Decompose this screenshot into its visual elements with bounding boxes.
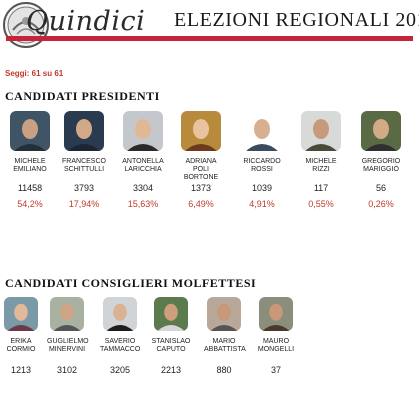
councillors-section-title: CANDIDATI CONSIGLIERI MOLFETTESI xyxy=(5,276,257,290)
candidate-first-name: ANTONELLA xyxy=(122,158,164,165)
candidate-last-name: LARICCHIA xyxy=(124,166,162,173)
candidate-last-name: ABBATTISTA xyxy=(204,346,246,353)
president-card: MICHELE RIZZI 117 0,55% xyxy=(292,111,350,209)
candidate-first-name: ERIKA xyxy=(10,338,32,345)
candidate-photo xyxy=(301,111,341,151)
candidate-votes: 3304 xyxy=(132,183,154,193)
header-divider xyxy=(6,36,413,41)
councillor-card: MAURO MONGELLI 37 xyxy=(256,297,296,375)
candidate-percent: 15,63% xyxy=(127,199,159,209)
candidate-photo xyxy=(207,297,241,331)
candidate-first-name: GUGLIELMO xyxy=(47,338,89,345)
page-title: ELEZIONI REGIONALI 2015 xyxy=(174,9,419,31)
candidate-percent: 6,49% xyxy=(188,199,214,209)
candidate-first-name: STANISLAO xyxy=(151,338,191,345)
president-card: MICHELE EMILIANO 11458 54,2% xyxy=(1,111,59,209)
candidate-last-name-extra: BORTONE xyxy=(183,174,219,181)
councillor-card: STANISLAO CAPUTO 2213 xyxy=(151,297,191,375)
candidate-last-name: TAMMACCO xyxy=(100,346,141,353)
candidate-votes: 11458 xyxy=(17,183,43,193)
candidate-first-name: FRANCESCO xyxy=(62,158,106,165)
councillor-card: MARIO ABBATTISTA 880 xyxy=(204,297,246,375)
candidate-name: MAURO MONGELLI xyxy=(256,338,296,354)
candidate-name: MICHELE EMILIANO xyxy=(1,158,59,174)
candidate-votes: 2213 xyxy=(160,365,182,375)
candidate-first-name: GREGORIO xyxy=(361,158,401,165)
candidate-photo xyxy=(10,111,50,151)
candidate-photo xyxy=(154,297,188,331)
candidate-photo xyxy=(242,111,282,151)
candidate-name: GUGLIELMO MINERVINI xyxy=(47,338,89,354)
candidate-percent: 4,91% xyxy=(249,199,275,209)
candidate-votes: 3205 xyxy=(109,365,131,375)
candidate-percent: 54,2% xyxy=(17,199,43,209)
candidate-name: STANISLAO CAPUTO xyxy=(151,338,191,354)
president-card: ANTONELLA LARICCHIA 3304 15,63% xyxy=(114,111,172,209)
candidate-name: ERIKA CORMIO xyxy=(1,338,41,354)
president-card: RICCARDO ROSSI 1039 4,91% xyxy=(233,111,291,209)
candidate-name: FRANCESCO SCHITTULLI xyxy=(55,158,113,174)
councillor-card: SAVERIO TAMMACCO 3205 xyxy=(100,297,140,375)
candidate-name: RICCARDO ROSSI xyxy=(233,158,291,174)
candidate-votes: 56 xyxy=(375,183,386,193)
candidate-last-name: SCHITTULLI xyxy=(63,166,105,173)
candidate-last-name: MINERVINI xyxy=(48,346,86,353)
candidate-first-name: SAVERIO xyxy=(104,338,136,345)
candidate-last-name: MONGELLI xyxy=(257,346,295,353)
candidate-votes: 1039 xyxy=(251,183,273,193)
candidate-last-name: RIZZI xyxy=(312,166,330,173)
seggi-counter: Seggi: 61 su 61 xyxy=(5,69,64,78)
candidate-votes: 880 xyxy=(216,365,232,375)
candidate-last-name: CORMIO xyxy=(6,346,36,353)
candidate-last-name: MARIGGIÒ xyxy=(363,166,399,173)
presidents-section-title: CANDIDATI PRESIDENTI xyxy=(5,89,160,103)
candidate-photo xyxy=(64,111,104,151)
candidate-votes: 3793 xyxy=(73,183,95,193)
candidate-first-name: MICHELE xyxy=(305,158,337,165)
candidate-first-name: MICHELE xyxy=(14,158,46,165)
candidate-name: GREGORIO MARIGGIÒ xyxy=(352,158,410,174)
president-card: GREGORIO MARIGGIÒ 56 0,26% xyxy=(352,111,410,209)
councillor-card: GUGLIELMO MINERVINI 3102 xyxy=(47,297,89,375)
president-card: ADRIANA POLI BORTONE 1373 6,49% xyxy=(172,111,230,209)
candidate-name: SAVERIO TAMMACCO xyxy=(100,338,140,354)
candidate-photo xyxy=(123,111,163,151)
candidate-percent: 0,55% xyxy=(308,199,334,209)
logo-text: Quindici xyxy=(26,6,146,37)
candidate-last-name: POLI xyxy=(193,166,209,173)
candidate-votes: 1373 xyxy=(190,183,212,193)
candidate-name: MICHELE RIZZI xyxy=(292,158,350,174)
candidate-votes: 117 xyxy=(313,183,329,193)
candidate-last-name: CAPUTO xyxy=(156,346,186,353)
candidate-photo xyxy=(361,111,401,151)
candidate-name: ADRIANA POLI BORTONE xyxy=(172,158,230,182)
president-card: FRANCESCO SCHITTULLI 3793 17,94% xyxy=(55,111,113,209)
candidate-last-name: ROSSI xyxy=(251,166,273,173)
candidate-photo xyxy=(103,297,137,331)
councillor-card: ERIKA CORMIO 1213 xyxy=(1,297,41,375)
candidate-first-name: ADRIANA xyxy=(185,158,217,165)
candidate-votes: 37 xyxy=(270,365,281,375)
candidate-photo xyxy=(259,297,293,331)
candidate-photo xyxy=(181,111,221,151)
candidate-votes: 3102 xyxy=(56,365,78,375)
header: Quindici ELEZIONI REGIONALI 2015 xyxy=(0,0,419,50)
candidate-name: ANTONELLA LARICCHIA xyxy=(114,158,172,174)
candidate-percent: 17,94% xyxy=(68,199,100,209)
candidate-votes: 1213 xyxy=(10,365,32,375)
candidate-first-name: MARIO xyxy=(212,338,236,345)
candidate-percent: 0,26% xyxy=(368,199,394,209)
candidate-photo xyxy=(4,297,38,331)
candidate-first-name: MAURO xyxy=(262,338,290,345)
candidate-name: MARIO ABBATTISTA xyxy=(204,338,246,354)
candidate-first-name: RICCARDO xyxy=(243,158,281,165)
candidate-photo xyxy=(50,297,84,331)
candidate-last-name: EMILIANO xyxy=(13,166,47,173)
